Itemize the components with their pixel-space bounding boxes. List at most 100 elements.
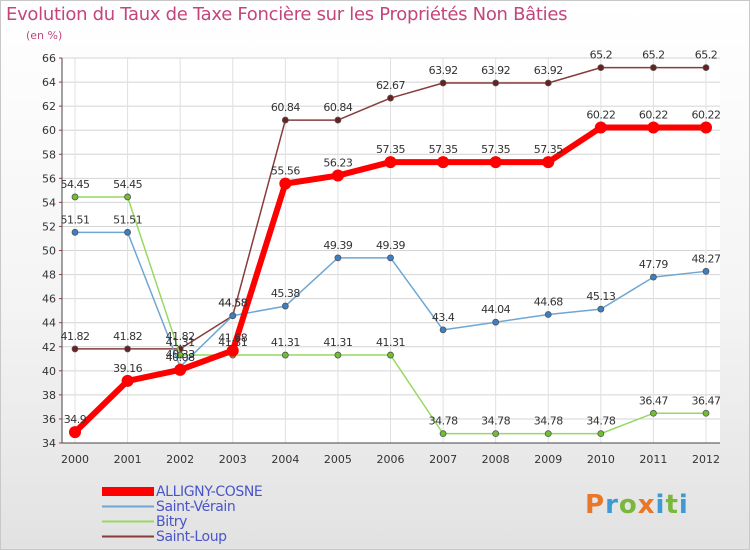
- data-point: [702, 267, 710, 275]
- data-point: [71, 345, 79, 353]
- data-label: 44.58: [218, 297, 247, 310]
- data-label: 44.68: [534, 296, 563, 309]
- data-point: [594, 121, 607, 134]
- data-point: [174, 363, 187, 376]
- y-tick-label: 66: [42, 52, 56, 65]
- data-label: 45.13: [586, 290, 615, 303]
- data-point: [489, 156, 502, 169]
- x-tick-label: 2010: [587, 453, 615, 466]
- data-label: 63.92: [481, 64, 510, 77]
- data-point: [229, 312, 237, 320]
- data-label: 41.31: [323, 336, 352, 349]
- legend-item-bitry: Bitry: [102, 513, 262, 530]
- legend-label: Saint-Loup: [156, 528, 227, 545]
- data-point: [650, 273, 657, 281]
- data-point: [437, 156, 450, 169]
- data-label: 36.47: [692, 394, 721, 407]
- data-point: [544, 79, 552, 87]
- data-label: 54.45: [113, 178, 142, 191]
- y-tick-label: 60: [42, 124, 56, 137]
- data-point: [387, 351, 394, 359]
- x-tick-label: 2009: [534, 453, 562, 466]
- legend-swatch-saint-verain: [102, 505, 154, 508]
- data-label: 41.31: [271, 336, 300, 349]
- data-label: 41.31: [166, 336, 195, 349]
- data-label: 41.31: [218, 336, 247, 349]
- data-label: 41.82: [61, 330, 90, 343]
- data-label: 41.31: [376, 336, 405, 349]
- x-tick-label: 2011: [639, 453, 667, 466]
- legend-swatch-saint-loup: [102, 535, 154, 538]
- data-point: [492, 430, 500, 438]
- data-point: [544, 311, 552, 318]
- data-label: 47.79: [639, 258, 668, 271]
- data-label: 62.67: [376, 79, 405, 92]
- data-label: 34.78: [429, 415, 458, 428]
- y-tick-label: 44: [42, 317, 56, 330]
- x-tick-label: 2005: [324, 453, 352, 466]
- data-label: 41.82: [166, 330, 195, 343]
- data-label: 55.56: [271, 165, 300, 178]
- data-point: [279, 177, 292, 190]
- chart-title: Evolution du Taux de Taxe Foncière sur l…: [6, 4, 568, 25]
- y-tick-label: 42: [42, 341, 56, 354]
- data-point: [544, 430, 552, 438]
- y-tick-label: 50: [42, 245, 56, 258]
- data-label: 39.16: [113, 362, 142, 375]
- data-point: [702, 409, 710, 417]
- legend-item-saint-verain: Saint-Vérain: [102, 499, 262, 515]
- data-point: [69, 426, 81, 439]
- data-label: 57.35: [429, 143, 458, 156]
- x-tick-label: 2012: [692, 453, 720, 466]
- data-point: [650, 409, 657, 417]
- data-point: [334, 254, 342, 262]
- data-point: [542, 156, 555, 169]
- data-point: [331, 169, 344, 182]
- data-label: 44.04: [481, 303, 510, 316]
- x-tick-label: 2004: [271, 453, 299, 466]
- y-tick-label: 46: [42, 293, 56, 306]
- y-tick-label: 54: [42, 196, 56, 209]
- data-label: 60.22: [692, 109, 721, 122]
- data-label: 57.35: [534, 143, 563, 156]
- data-point: [647, 121, 660, 134]
- data-point: [124, 193, 131, 201]
- proxiti-logo: Proxiti: [585, 490, 689, 520]
- data-label: 56.23: [323, 157, 352, 170]
- data-point: [71, 193, 79, 201]
- y-tick-label: 58: [42, 148, 56, 161]
- x-tick-label: 2003: [219, 453, 247, 466]
- data-label: 34.9: [64, 413, 87, 426]
- legend-swatch-bitry: [102, 520, 154, 523]
- data-label: 34.78: [586, 415, 615, 428]
- y-tick-label: 36: [42, 413, 56, 426]
- y-tick-label: 40: [42, 365, 56, 378]
- data-label: 65.2: [590, 49, 613, 62]
- data-point: [597, 305, 605, 313]
- data-label: 51.51: [113, 213, 142, 226]
- data-label: 48.27: [692, 252, 721, 265]
- data-label: 54.45: [61, 178, 90, 191]
- data-point: [700, 121, 712, 134]
- data-label: 63.92: [429, 64, 458, 77]
- x-tick-label: 2007: [429, 453, 457, 466]
- data-label: 44.58: [218, 297, 247, 310]
- data-label: 51.51: [61, 213, 90, 226]
- data-label: 34.78: [534, 415, 563, 428]
- data-label: 49.39: [323, 239, 352, 252]
- data-point: [281, 116, 289, 124]
- y-tick-label: 34: [42, 437, 56, 450]
- x-tick-label: 2001: [114, 453, 142, 466]
- data-label: 57.35: [376, 143, 405, 156]
- legend-label: Bitry: [156, 513, 188, 530]
- data-label: 43.4: [432, 311, 455, 324]
- data-label: 36.47: [639, 394, 668, 407]
- data-point: [121, 374, 134, 387]
- data-point: [334, 116, 342, 124]
- data-point: [597, 430, 605, 438]
- y-tick-label: 38: [42, 389, 56, 402]
- data-point: [334, 351, 342, 359]
- data-point: [124, 228, 131, 236]
- data-point: [492, 79, 500, 87]
